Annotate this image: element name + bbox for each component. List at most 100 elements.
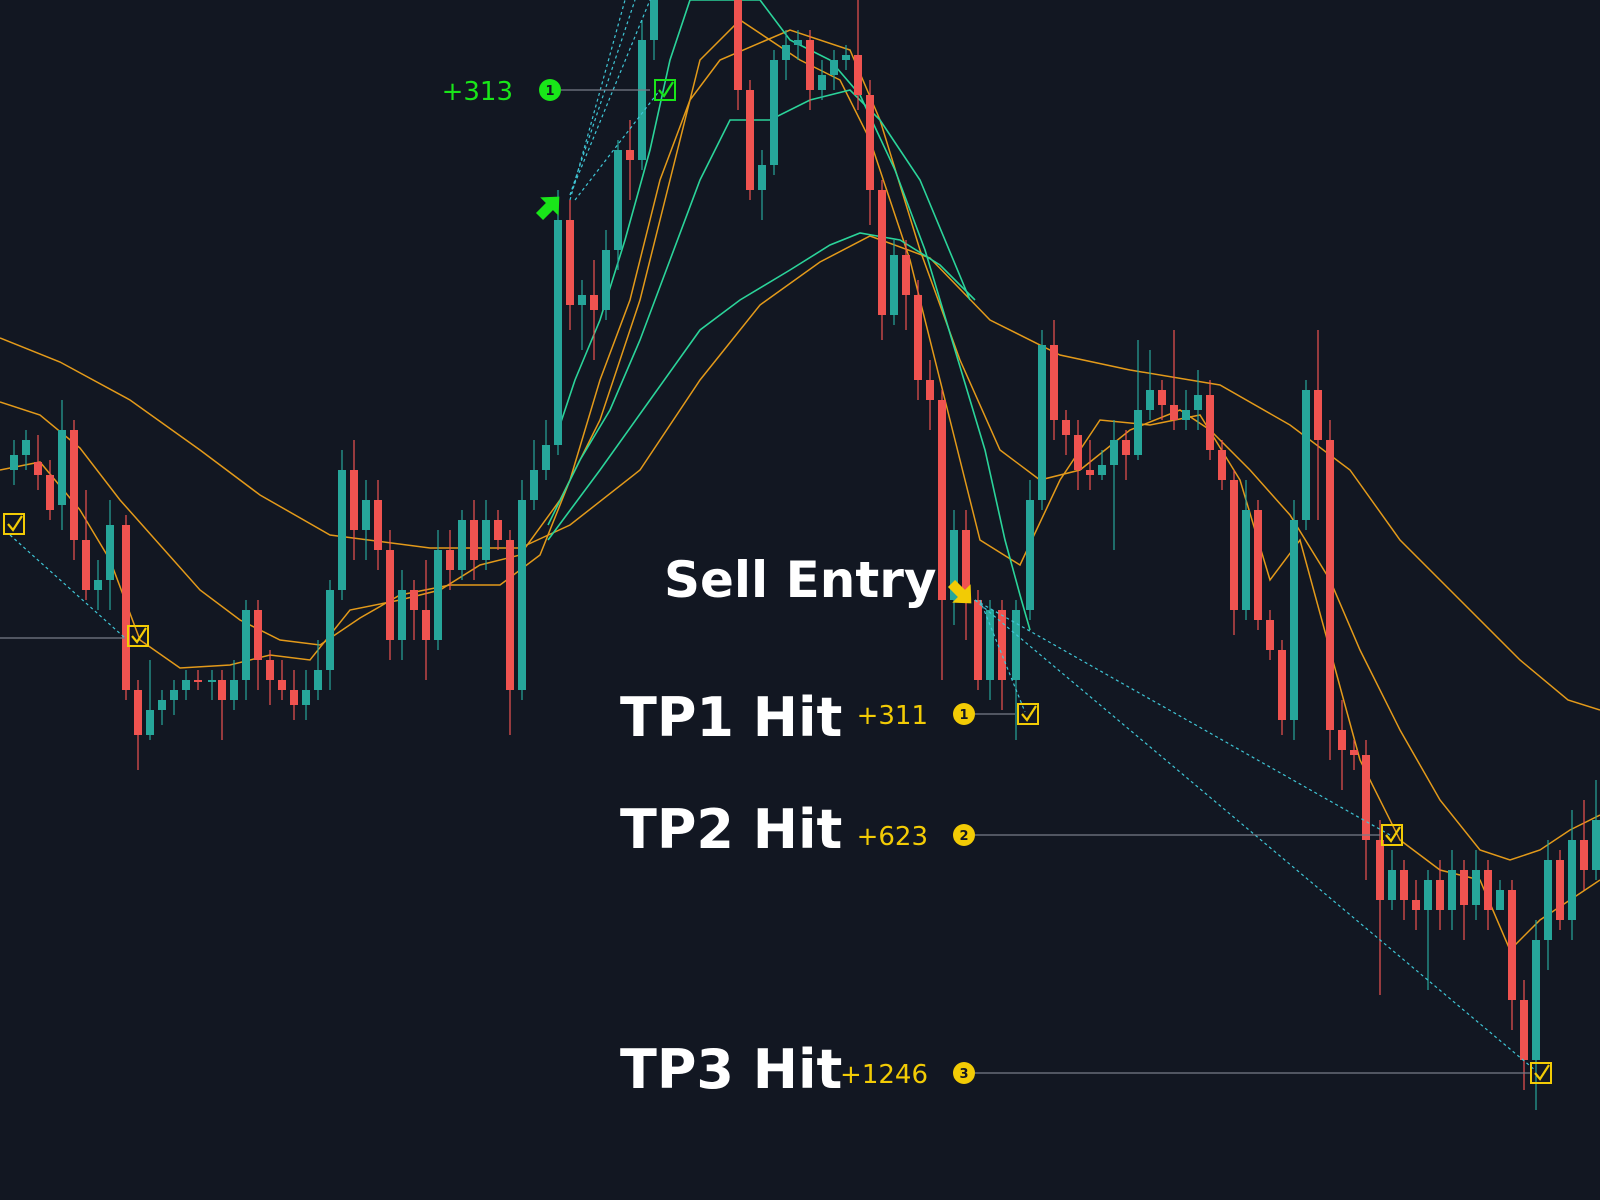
candle-body [518, 500, 526, 690]
candle-body [530, 470, 538, 500]
tp2-hit-label: TP2 Hit [620, 798, 843, 861]
buy-profit-label: +313 [442, 77, 513, 107]
candle [1350, 740, 1358, 770]
candle-body [1338, 730, 1346, 750]
candle [1472, 850, 1480, 920]
candle-body [1568, 840, 1576, 920]
candle [326, 580, 334, 690]
buy-projection-line [569, 0, 626, 201]
candle [530, 440, 538, 510]
candle-body [254, 610, 262, 660]
candle-body [1218, 450, 1226, 480]
candle-body [1012, 610, 1020, 680]
candle-body [866, 95, 874, 190]
candle-body [950, 530, 958, 600]
candle-body [1074, 435, 1082, 470]
candle-body [70, 430, 78, 540]
candle-body [208, 680, 216, 682]
candle [1254, 500, 1262, 630]
candle [314, 640, 322, 700]
candle-body [314, 670, 322, 690]
candle [434, 530, 442, 650]
candle-body [1122, 440, 1130, 455]
candle [914, 280, 922, 400]
candle-body [1388, 870, 1396, 900]
candle [638, 20, 646, 170]
candle-body [806, 40, 814, 90]
candle-body [410, 590, 418, 610]
candle [1484, 860, 1492, 930]
old-target-checkbox-icon [127, 625, 149, 647]
old-projection-line [9, 534, 126, 639]
candle [482, 500, 490, 570]
candle [1400, 860, 1408, 920]
candle [446, 530, 454, 590]
candle-body [734, 0, 742, 90]
candle-body [1038, 345, 1046, 500]
candle [278, 660, 286, 700]
candle [82, 490, 90, 600]
candle [1544, 840, 1552, 970]
candle [1338, 700, 1346, 790]
candle [146, 660, 154, 740]
candle [1230, 470, 1238, 635]
candle [34, 435, 42, 490]
tp3-hit-label: TP3 Hit [620, 1038, 843, 1101]
candle-body [842, 55, 850, 60]
candle-body [650, 0, 658, 40]
candle-body [1134, 410, 1142, 455]
candle [578, 280, 586, 350]
candle-body [1460, 870, 1468, 905]
candle [1086, 440, 1094, 490]
candle-body [554, 220, 562, 445]
candle-body [34, 462, 42, 475]
candle-body [1158, 390, 1166, 405]
candle [542, 420, 550, 480]
candle-body [542, 445, 550, 470]
candle [830, 50, 838, 90]
candle-body [1326, 440, 1334, 730]
candle [122, 515, 130, 700]
candle-body [362, 500, 370, 530]
buy-tp1-check-icon [658, 81, 674, 98]
candle-body [794, 40, 802, 45]
candle [866, 80, 874, 225]
sell-tp2-checkbox-icon [1381, 824, 1403, 846]
candle [1134, 340, 1142, 460]
candle [566, 200, 574, 330]
candle [158, 690, 166, 725]
candle-body [122, 525, 130, 690]
candle-body [1146, 390, 1154, 410]
candle-body [266, 660, 274, 680]
candle [1206, 380, 1214, 460]
candle-body [1050, 345, 1058, 420]
candle [1110, 420, 1118, 550]
candle [470, 500, 478, 580]
candle-body [170, 690, 178, 700]
candle-body [446, 550, 454, 570]
candle-body [818, 75, 826, 90]
candle [986, 600, 994, 700]
candle [734, 0, 742, 110]
sell-projection-line [979, 599, 1026, 713]
candle [746, 80, 754, 200]
candle-body [1026, 500, 1034, 610]
candle-body [422, 610, 430, 640]
buy-projection-line [574, 89, 661, 201]
candle-body [134, 690, 142, 735]
candle [938, 390, 946, 680]
candle [998, 600, 1006, 710]
candle-body [566, 220, 574, 305]
candle [1266, 610, 1274, 660]
candle-body [302, 690, 310, 705]
candle-body [1206, 395, 1214, 450]
candle [106, 500, 114, 610]
candle [134, 680, 142, 770]
candle-body [1532, 940, 1540, 1060]
sell-tp2-check-icon [1385, 826, 1401, 843]
candle-body [290, 690, 298, 705]
candle-body [614, 150, 622, 250]
candle [1592, 780, 1600, 880]
candle-body [626, 150, 634, 160]
candle-body [494, 520, 502, 540]
